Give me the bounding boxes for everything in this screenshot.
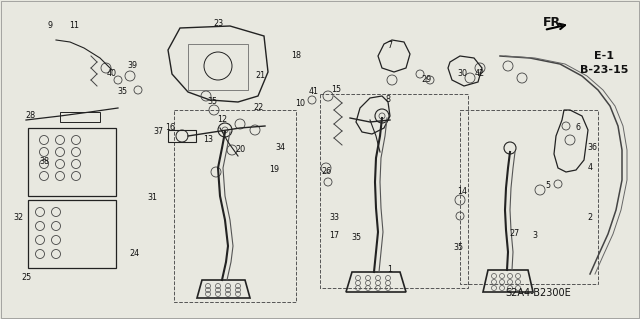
- Text: 1: 1: [387, 265, 392, 275]
- Text: FR.: FR.: [543, 16, 566, 28]
- Text: 10: 10: [295, 100, 305, 108]
- Text: 8: 8: [385, 95, 390, 105]
- Text: 12: 12: [217, 115, 227, 124]
- Text: 25: 25: [21, 273, 31, 283]
- Text: 17: 17: [329, 232, 339, 241]
- Text: 36: 36: [587, 144, 597, 152]
- Text: 31: 31: [147, 194, 157, 203]
- Text: 32: 32: [13, 213, 23, 222]
- Text: 16: 16: [165, 123, 175, 132]
- Bar: [60, 112, 100, 122]
- Text: 37: 37: [153, 128, 163, 137]
- Text: 20: 20: [235, 145, 245, 154]
- Text: 3: 3: [532, 232, 538, 241]
- Text: S2A4-B2300E: S2A4-B2300E: [505, 288, 571, 298]
- Text: 27: 27: [509, 229, 519, 239]
- Text: 41: 41: [309, 87, 319, 97]
- Bar: [320, 94, 468, 288]
- Text: 24: 24: [129, 249, 139, 258]
- Text: 7: 7: [387, 41, 392, 50]
- Text: 38: 38: [39, 158, 49, 167]
- Text: 14: 14: [457, 188, 467, 197]
- Text: 30: 30: [457, 70, 467, 78]
- Text: 35: 35: [351, 234, 361, 242]
- Text: 23: 23: [213, 19, 223, 28]
- Text: 26: 26: [321, 167, 331, 176]
- Text: 6: 6: [575, 123, 580, 132]
- Text: 19: 19: [269, 166, 279, 174]
- Bar: [28, 200, 116, 268]
- Bar: [460, 110, 598, 284]
- Text: 11: 11: [69, 21, 79, 31]
- Bar: [168, 130, 196, 142]
- Text: E-1: E-1: [594, 51, 614, 61]
- Text: 28: 28: [25, 112, 35, 121]
- Text: 22: 22: [253, 103, 263, 113]
- Text: 15: 15: [331, 85, 341, 94]
- Text: 13: 13: [203, 136, 213, 145]
- Text: 29: 29: [421, 76, 431, 85]
- Text: 2: 2: [588, 213, 593, 222]
- Text: 40: 40: [107, 70, 117, 78]
- Text: 18: 18: [291, 51, 301, 61]
- Text: 35: 35: [117, 87, 127, 97]
- Bar: [188, 44, 248, 90]
- Text: B-23-15: B-23-15: [580, 65, 628, 75]
- Text: 5: 5: [545, 182, 550, 190]
- Text: 35: 35: [453, 243, 463, 253]
- Text: 33: 33: [329, 213, 339, 222]
- Text: 35: 35: [207, 98, 217, 107]
- Text: 9: 9: [47, 21, 52, 31]
- Bar: [28, 128, 116, 196]
- Text: 42: 42: [475, 70, 485, 78]
- Text: 21: 21: [255, 71, 265, 80]
- Text: 34: 34: [275, 144, 285, 152]
- Text: 4: 4: [588, 164, 593, 173]
- Bar: [174, 110, 296, 302]
- Text: 39: 39: [127, 62, 137, 70]
